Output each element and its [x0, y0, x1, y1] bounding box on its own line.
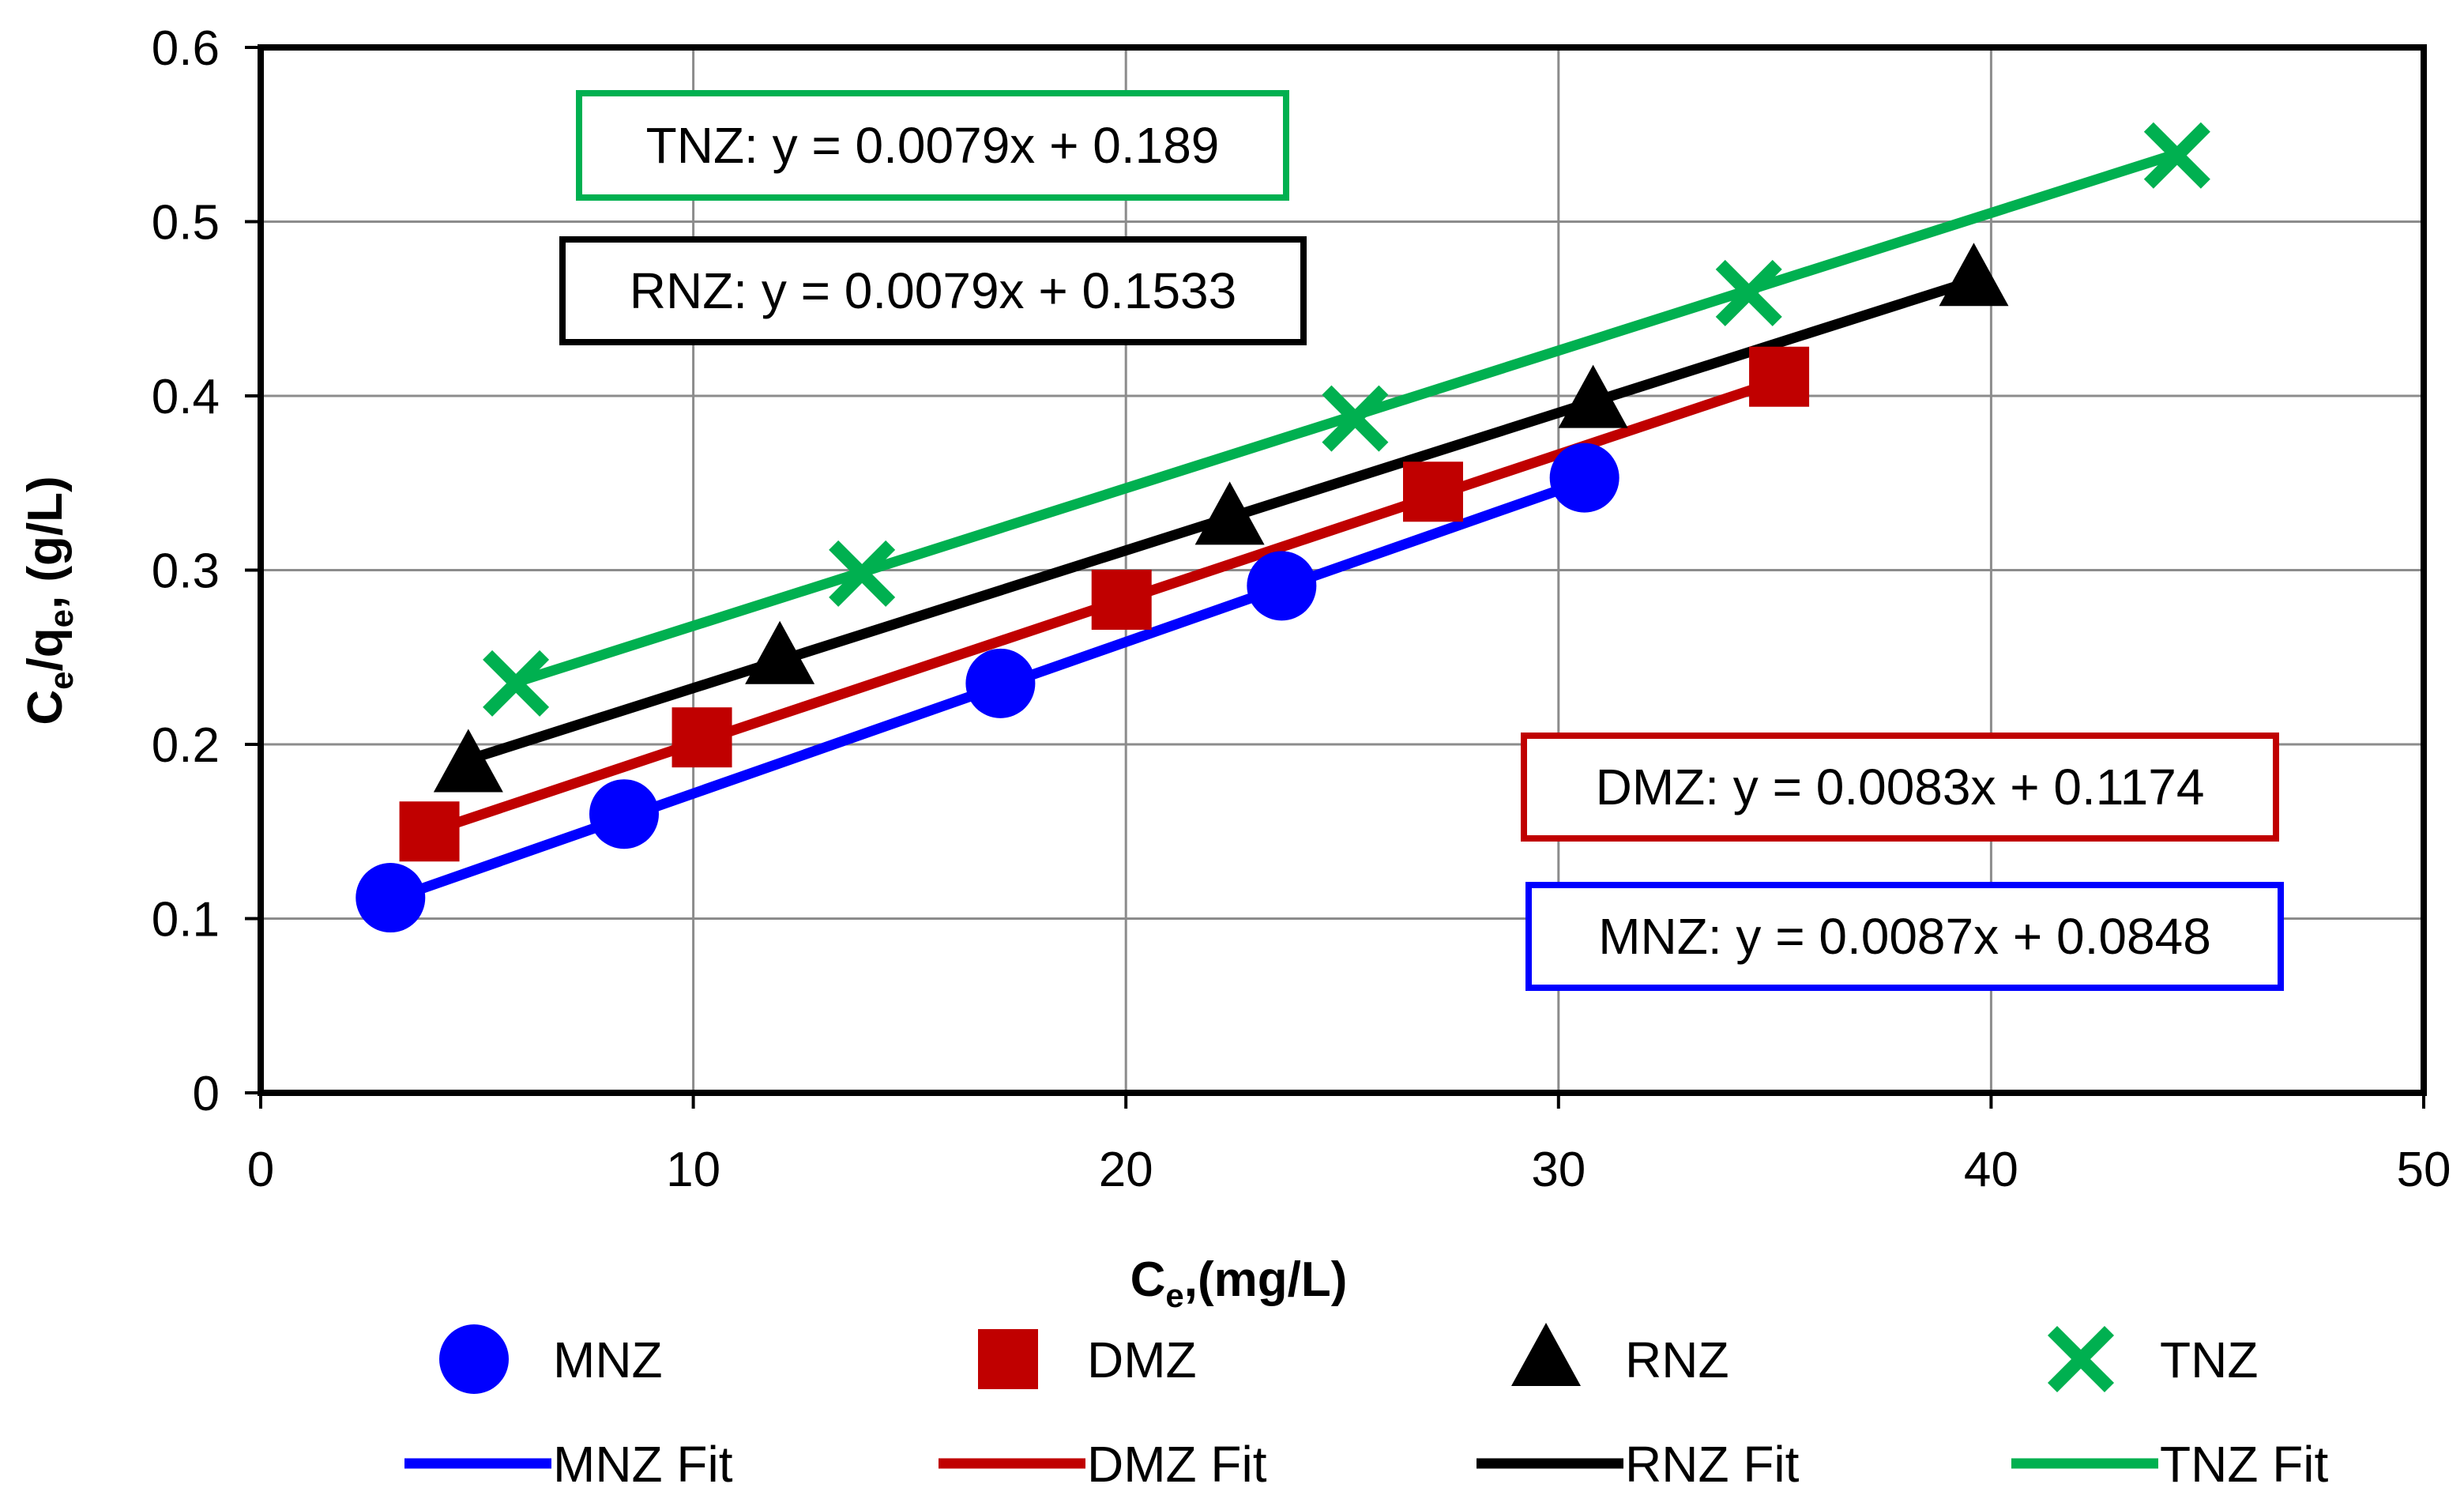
data-point-mnz — [589, 779, 659, 849]
x-axis-label: Ce,(mg/L) — [1130, 1252, 1348, 1314]
data-point-rnz — [1558, 364, 1628, 428]
legend-label-tnz: TNZ — [2160, 1331, 2258, 1388]
data-point-dmz — [399, 801, 460, 862]
data-point-tnz — [829, 540, 896, 607]
x-tick-label: 30 — [1531, 1143, 1586, 1197]
legend-marker-mnz — [439, 1324, 509, 1394]
equation-text: MNZ: y = 0.0087x + 0.0848 — [1598, 908, 2211, 965]
legend-marker-rnz — [1511, 1323, 1581, 1386]
x-tick-label: 50 — [2397, 1143, 2451, 1197]
data-point-mnz — [1549, 443, 1619, 513]
legend-marker-tnz — [2047, 1325, 2115, 1393]
data-point-dmz — [1402, 461, 1463, 522]
y-tick-label: 0.1 — [152, 893, 220, 947]
equation-box-border — [559, 236, 1307, 345]
equation-box-border — [1525, 882, 2284, 991]
data-point-tnz — [2143, 122, 2210, 189]
data-point-mnz — [1247, 551, 1317, 621]
data-point-tnz — [1715, 259, 1782, 326]
data-point-dmz — [1091, 569, 1152, 630]
equation-boxes: MNZ: y = 0.0087x + 0.0848 DMZ: y = 0.0083… — [559, 90, 2284, 991]
y-axis-label-slash: /q — [18, 627, 73, 671]
legend-label-rnz-fit: RNZ Fit — [1625, 1436, 1800, 1493]
equation-box-dmz: DMZ: y = 0.0083x + 0.1174 — [1521, 733, 2279, 842]
x-axis-label-main: C — [1130, 1252, 1166, 1307]
y-tick-label: 0.5 — [152, 196, 220, 250]
data-point-mnz — [965, 648, 1036, 718]
y-tick-label: 0.3 — [152, 544, 220, 599]
y-axis-label-c: C — [18, 690, 73, 725]
x-axis-label-rest: ,(mg/L) — [1184, 1252, 1348, 1307]
data-point-rnz — [1194, 481, 1265, 545]
y-axis-label-q-sub: e — [43, 609, 80, 627]
y-axis-label: Ce/qe, (g/L) — [18, 476, 80, 725]
y-axis-label-rest: , (g/L) — [18, 476, 73, 609]
equation-text: DMZ: y = 0.0083x + 0.1174 — [1596, 759, 2205, 815]
x-tick-label: 0 — [247, 1143, 274, 1197]
data-point-rnz — [433, 729, 503, 793]
legend: MNZ MNZ Fit DMZ DMZ Fit RNZ RNZ Fit TNZ TNZ Fit — [404, 1323, 2329, 1493]
data-point-tnz — [483, 650, 550, 717]
data-point-tnz — [1322, 385, 1389, 452]
data-markers — [355, 122, 2210, 933]
y-axis-label-c-sub: e — [43, 672, 80, 690]
x-axis-label-sub: e — [1165, 1277, 1183, 1314]
data-point-dmz — [671, 707, 732, 768]
legend-marker-dmz — [978, 1329, 1038, 1389]
equation-text: RNZ: y = 0.0079x + 0.1533 — [630, 262, 1236, 319]
legend-label-dmz: DMZ — [1087, 1331, 1197, 1388]
axes: 0 10 20 30 40 50 0 0.1 0.2 0.3 0.4 0.5 0.6 — [152, 21, 2451, 1197]
x-tick-label: 20 — [1099, 1143, 1153, 1197]
equation-box-rnz: RNZ: y = 0.0079x + 0.1533 — [559, 236, 1307, 345]
equation-box-border — [1521, 733, 2279, 842]
y-tick-label: 0.6 — [152, 21, 220, 76]
equation-box-tnz: TNZ: y = 0.0079x + 0.189 — [576, 90, 1289, 201]
equation-text: TNZ: y = 0.0079x + 0.189 — [646, 117, 1220, 174]
legend-label-mnz: MNZ — [553, 1331, 663, 1388]
x-tick-label: 10 — [666, 1143, 720, 1197]
y-tick-label: 0.4 — [152, 370, 220, 424]
y-tick-label: 0 — [193, 1067, 220, 1121]
data-point-dmz — [1749, 346, 1810, 407]
data-point-rnz — [745, 620, 815, 684]
data-point-rnz — [1939, 243, 2009, 307]
equation-box-border — [576, 90, 1289, 201]
legend-label-dmz-fit: DMZ Fit — [1087, 1436, 1267, 1493]
equation-box-mnz: MNZ: y = 0.0087x + 0.0848 — [1525, 882, 2284, 991]
data-point-mnz — [355, 863, 426, 933]
legend-label-rnz: RNZ — [1625, 1331, 1729, 1388]
x-tick-label: 40 — [1964, 1143, 2018, 1197]
legend-label-tnz-fit: TNZ Fit — [2160, 1436, 2329, 1493]
y-tick-label: 0.2 — [152, 718, 220, 773]
legend-label-mnz-fit: MNZ Fit — [553, 1436, 733, 1493]
